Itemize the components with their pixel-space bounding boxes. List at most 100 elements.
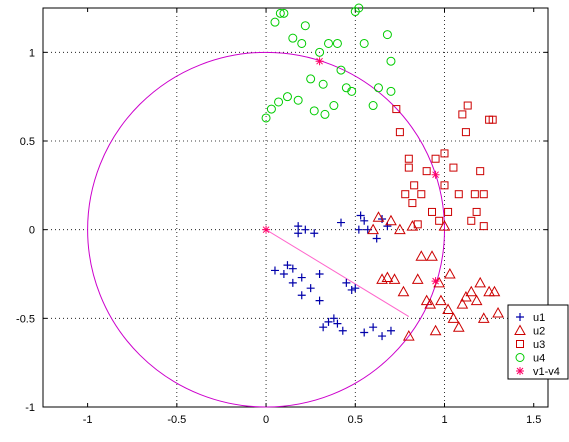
point-u4 (288, 33, 298, 43)
point-u2-shape (447, 312, 460, 323)
point-u2 (381, 271, 394, 283)
x-tick-label: 1 (441, 414, 447, 426)
point-u1-shape (310, 229, 319, 238)
point-u1-shape (333, 319, 342, 328)
point-u3-shape (458, 110, 467, 119)
x-tick-label: -0.5 (167, 414, 186, 426)
point-u4-shape (386, 86, 396, 96)
point-u4 (368, 101, 378, 111)
point-v1-v4 (315, 57, 324, 66)
point-u3-shape (449, 163, 458, 172)
point-u2-shape (411, 273, 424, 284)
point-u4-shape (261, 113, 271, 123)
point-u2-shape (444, 267, 456, 279)
point-u4-shape (373, 83, 383, 93)
point-u3 (417, 190, 426, 199)
point-u3-shape (467, 216, 476, 225)
y-tick-label: 0.5 (20, 136, 35, 148)
point-v1-v4-shape (431, 277, 440, 286)
point-u3 (479, 190, 488, 199)
point-u4-shape (297, 38, 307, 48)
point-u1-shape (369, 323, 378, 332)
point-u1-shape (294, 229, 303, 238)
point-u2 (438, 220, 451, 231)
point-u2 (376, 273, 388, 284)
point-u1-shape (297, 291, 306, 300)
point-u3 (472, 207, 481, 216)
point-u2 (483, 285, 495, 297)
point-u1 (378, 332, 387, 341)
point-v1-v4 (431, 170, 440, 179)
point-u3 (467, 216, 476, 225)
point-u1-shape (301, 225, 310, 234)
point-u4 (332, 38, 342, 48)
x-tick-label: 0.5 (348, 414, 363, 426)
legend-marker-u3-shape (516, 340, 524, 348)
point-u2-shape (488, 285, 501, 297)
point-u2 (474, 276, 487, 288)
y-tick-label: -1 (25, 402, 35, 414)
point-u3-shape (431, 154, 440, 163)
point-u3-shape (470, 190, 479, 199)
point-u3-shape (479, 190, 488, 199)
point-u2 (442, 303, 454, 314)
point-u4 (279, 8, 289, 18)
point-u4 (306, 74, 316, 84)
point-u4 (293, 95, 303, 105)
legend-marker-u1 (516, 313, 524, 321)
point-u1-shape (360, 216, 369, 225)
point-u2 (492, 306, 504, 318)
point-u1-shape (319, 323, 328, 332)
point-u1 (386, 326, 395, 335)
point-u4 (261, 113, 271, 123)
point-u3-shape (472, 207, 481, 216)
point-u1 (288, 264, 297, 273)
point-u1 (288, 278, 297, 287)
point-u1 (333, 319, 342, 328)
point-u1-shape (329, 314, 338, 323)
point-u2-shape (397, 285, 410, 297)
point-u2-shape (406, 220, 419, 231)
point-u1-shape (372, 234, 381, 243)
point-u2 (415, 250, 428, 261)
point-u3-shape (395, 128, 404, 137)
point-u1 (337, 218, 346, 227)
point-u1 (297, 273, 306, 282)
point-u1-shape (386, 326, 395, 335)
point-u3-shape (440, 181, 449, 190)
point-u1-shape (288, 264, 297, 273)
point-u3-shape (410, 181, 419, 190)
point-u3 (422, 167, 431, 176)
point-u3 (476, 167, 485, 176)
point-u4-shape (368, 101, 378, 111)
legend-box (507, 304, 569, 380)
point-u3 (479, 222, 488, 231)
point-u1 (329, 314, 338, 323)
point-u2 (444, 267, 456, 279)
point-u1 (354, 225, 363, 234)
point-u3 (404, 154, 413, 163)
point-u3 (488, 115, 497, 124)
point-u2-shape (402, 330, 415, 341)
point-u2-shape (465, 285, 478, 297)
point-v1-v4-shape (315, 57, 324, 66)
point-u2 (470, 294, 483, 306)
point-u1 (342, 278, 351, 287)
point-u1-shape (354, 225, 363, 234)
point-u4-shape (306, 74, 316, 84)
point-u3-shape (404, 154, 413, 163)
grid-layer (43, 8, 548, 407)
point-u3-shape (422, 167, 431, 176)
point-u3 (392, 105, 401, 114)
point-u2-shape (477, 312, 490, 323)
point-u4-shape (274, 97, 284, 107)
point-u2 (385, 214, 397, 226)
point-u3 (431, 154, 440, 163)
point-u3-shape (463, 101, 472, 110)
point-u4-shape (336, 65, 346, 75)
point-u4 (373, 83, 383, 93)
point-u1-shape (315, 270, 324, 278)
point-u2-shape (385, 214, 397, 226)
